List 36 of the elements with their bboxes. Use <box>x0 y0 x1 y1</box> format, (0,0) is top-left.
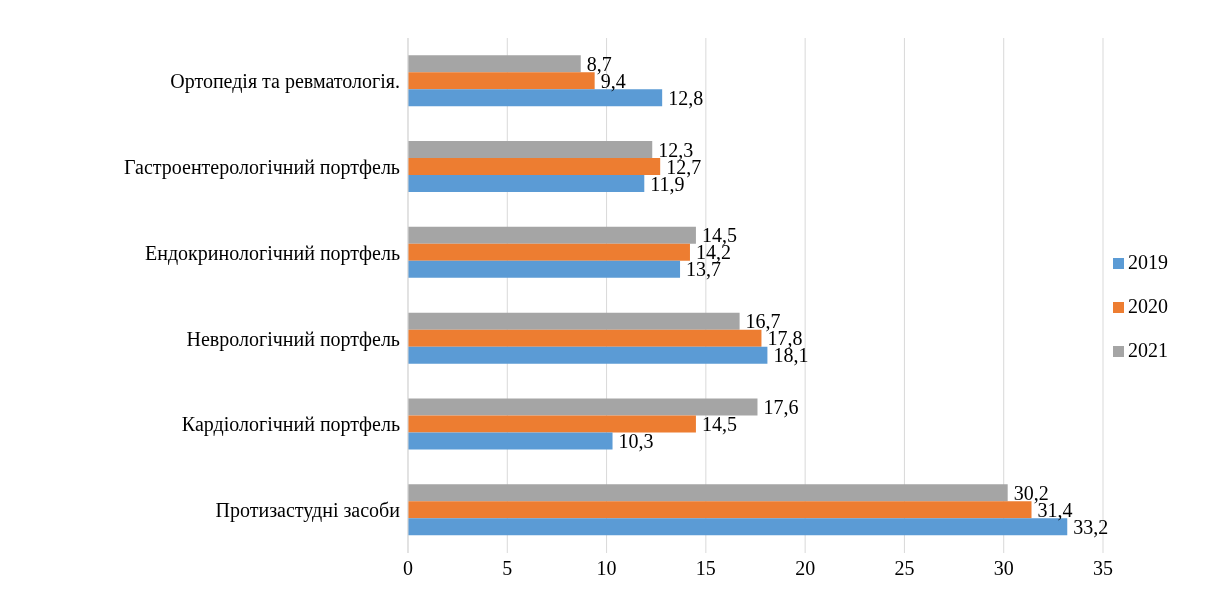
x-tick-label: 15 <box>695 557 716 580</box>
bar <box>408 175 645 192</box>
y-tick-label: Протизастудні засоби <box>215 499 401 523</box>
bar <box>408 432 613 450</box>
data-label: 14,5 <box>701 413 737 435</box>
x-tick-label: 0 <box>403 557 413 580</box>
x-tick-label: 25 <box>894 557 915 580</box>
bar <box>408 312 740 330</box>
bar <box>408 260 681 278</box>
x-tick-label: 10 <box>596 557 617 580</box>
legend-label: 2019 <box>1128 250 1168 273</box>
y-tick-label: Кардіологічний портфель <box>181 413 400 437</box>
x-tick-label: 35 <box>1093 557 1113 580</box>
y-tick-label: Ендокринологічний портфель <box>145 241 400 265</box>
data-label: 17,6 <box>763 396 799 418</box>
bar <box>408 346 768 364</box>
x-tick-label: 30 <box>993 557 1014 580</box>
data-label: 12,8 <box>668 86 704 109</box>
bar <box>408 226 696 244</box>
bar <box>408 158 661 175</box>
bar <box>408 398 758 416</box>
legend-label: 2021 <box>1128 338 1168 361</box>
bar <box>408 484 1008 502</box>
y-tick-label: Неврологічний портфель <box>186 327 400 351</box>
bar <box>408 141 653 158</box>
legend-label: 2020 <box>1128 294 1168 317</box>
bar <box>408 415 696 433</box>
data-label: 33,2 <box>1073 515 1109 538</box>
data-label: 8,7 <box>586 52 612 75</box>
x-tick-label: 5 <box>502 557 513 580</box>
data-label: 10,3 <box>618 430 654 452</box>
bar <box>408 55 581 73</box>
bar <box>408 243 690 261</box>
y-tick-label: Ортопедія та ревматологія. <box>170 70 400 94</box>
x-tick-label: 20 <box>795 557 816 580</box>
y-tick-label: Гастроентерологічний портфель <box>123 155 400 179</box>
